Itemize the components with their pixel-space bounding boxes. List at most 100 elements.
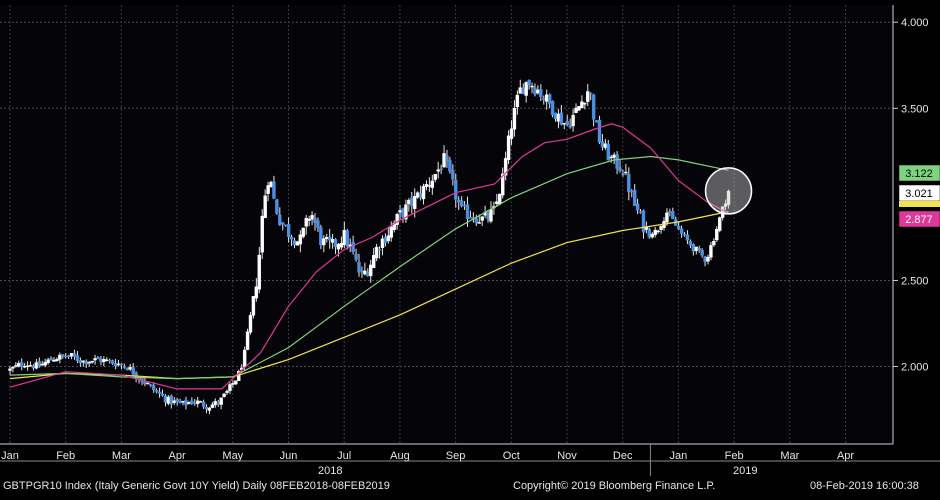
candle-body xyxy=(93,358,97,361)
candle-body xyxy=(448,159,452,172)
x-tick-label: Oct xyxy=(503,450,520,462)
x-tick-label: Jan xyxy=(1,450,19,462)
candle-body xyxy=(110,360,115,364)
candle-body xyxy=(28,365,33,367)
grid-lines xyxy=(0,5,893,444)
x-tick-label: Apr xyxy=(837,450,854,462)
candle-body xyxy=(193,402,197,404)
candle-body xyxy=(201,401,206,407)
x-tick-label: Feb xyxy=(56,450,75,462)
candle-body xyxy=(37,361,42,367)
candle-body xyxy=(96,357,100,360)
candle-body xyxy=(688,241,693,246)
candle-body xyxy=(410,197,414,207)
candle-body xyxy=(641,210,646,233)
candle-body xyxy=(169,395,174,405)
candle-body xyxy=(301,227,305,237)
candle-body xyxy=(606,143,610,161)
candle-body xyxy=(175,399,179,402)
candle-body xyxy=(371,255,376,269)
candle-body xyxy=(679,228,684,234)
candle-body xyxy=(712,241,716,246)
candle-body xyxy=(547,94,552,104)
candle-body xyxy=(489,209,493,222)
candle-body xyxy=(709,245,713,258)
candle-body xyxy=(181,400,185,403)
candle-body xyxy=(245,331,250,350)
candle-body xyxy=(319,227,323,246)
candle-body xyxy=(380,238,385,248)
x-tick-label: Mar xyxy=(780,450,799,462)
candle-body xyxy=(407,199,411,205)
x-tick-label: Aug xyxy=(390,450,410,462)
last-value-label: 3.122 xyxy=(905,168,933,180)
candle-body xyxy=(700,250,704,256)
candle-body xyxy=(544,94,549,102)
candle-body xyxy=(351,242,355,252)
candle-body xyxy=(603,143,608,148)
candle-body xyxy=(694,246,698,251)
candle-body xyxy=(439,168,443,171)
candle-body xyxy=(377,249,382,251)
candle-body xyxy=(401,208,405,218)
candle-body xyxy=(219,397,223,405)
candle-body xyxy=(627,173,631,193)
candle-body xyxy=(718,217,722,231)
candle-body xyxy=(536,89,540,94)
candle-body xyxy=(198,401,203,403)
candle-body xyxy=(231,383,235,385)
candle-body xyxy=(621,173,625,175)
candle-body xyxy=(383,236,388,243)
candle-body xyxy=(330,238,335,243)
candle-body xyxy=(125,367,130,371)
candle-body xyxy=(289,236,294,240)
candle-body xyxy=(530,85,534,88)
candle-body xyxy=(553,112,558,120)
candle-body xyxy=(222,393,226,397)
candle-body xyxy=(160,393,165,396)
footer-ticker: GBTPGR10 Index (Italy Generic Govt 10Y Y… xyxy=(3,480,390,492)
candle-body xyxy=(591,94,596,120)
candle-body xyxy=(421,186,426,200)
candle-body xyxy=(468,217,473,219)
last-value-label: 2.877 xyxy=(905,214,933,226)
y-tick-label: 3.500 xyxy=(901,103,929,115)
candle-body xyxy=(512,108,517,130)
candle-body xyxy=(568,125,572,128)
candle-body xyxy=(630,190,634,193)
candle-body xyxy=(424,184,429,187)
candle-body xyxy=(726,190,731,205)
candle-body xyxy=(55,359,59,362)
candle-body xyxy=(49,358,53,361)
candle-body xyxy=(225,391,229,393)
candle-body xyxy=(72,353,77,357)
candle-body xyxy=(415,192,420,198)
candle-body xyxy=(562,123,566,125)
candle-body xyxy=(363,270,367,275)
x-tick-label: Jul xyxy=(337,450,351,462)
candle-body xyxy=(234,380,238,385)
candle-body xyxy=(207,407,212,411)
candle-body xyxy=(624,171,628,174)
candle-body xyxy=(656,230,660,233)
candle-body xyxy=(157,391,162,394)
candle-body xyxy=(322,238,326,246)
candle-body xyxy=(325,237,329,239)
candle-body xyxy=(43,361,47,366)
candle-body xyxy=(594,120,599,123)
last-value-tag xyxy=(898,164,940,182)
candle-body xyxy=(682,233,687,236)
moving-average-line xyxy=(9,211,729,380)
candle-body xyxy=(17,363,21,367)
candle-body xyxy=(509,128,514,139)
candle-body xyxy=(691,244,696,252)
candle-body xyxy=(583,102,587,105)
candle-body xyxy=(248,314,253,333)
highlight-circle xyxy=(704,167,753,215)
candle-body xyxy=(58,354,62,360)
candle-body xyxy=(304,217,308,227)
y-tick-label: 2.000 xyxy=(901,362,929,374)
x-tick-label: Apr xyxy=(169,450,186,462)
